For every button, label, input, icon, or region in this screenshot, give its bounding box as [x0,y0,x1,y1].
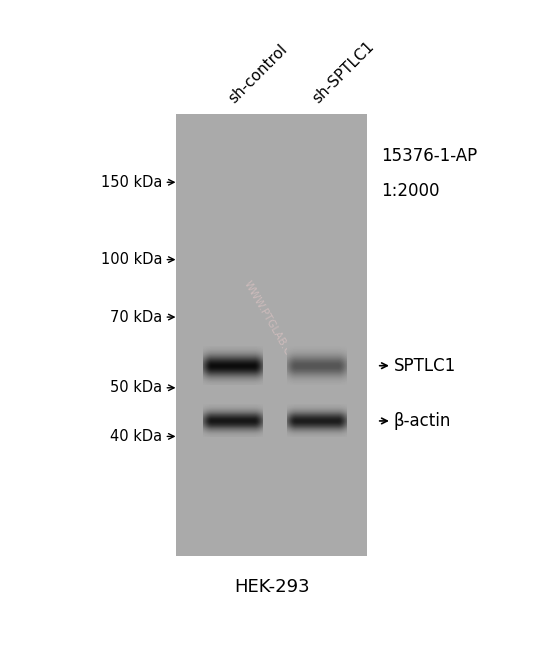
Text: sh-control: sh-control [226,41,290,106]
Text: β-actin: β-actin [394,412,451,430]
Text: 40 kDa: 40 kDa [110,429,162,444]
Bar [176,114,367,556]
Text: WWW.PTGLAB.COM: WWW.PTGLAB.COM [242,280,301,372]
Text: HEK-293: HEK-293 [234,578,310,596]
Text: 1:2000: 1:2000 [381,182,439,200]
Text: 70 kDa: 70 kDa [110,309,162,324]
Text: sh-SPTLC1: sh-SPTLC1 [310,38,377,106]
Text: 100 kDa: 100 kDa [101,252,162,267]
Text: 150 kDa: 150 kDa [101,175,162,190]
Text: SPTLC1: SPTLC1 [394,357,456,374]
Text: 15376-1-AP: 15376-1-AP [381,147,477,164]
Text: 50 kDa: 50 kDa [110,380,162,395]
